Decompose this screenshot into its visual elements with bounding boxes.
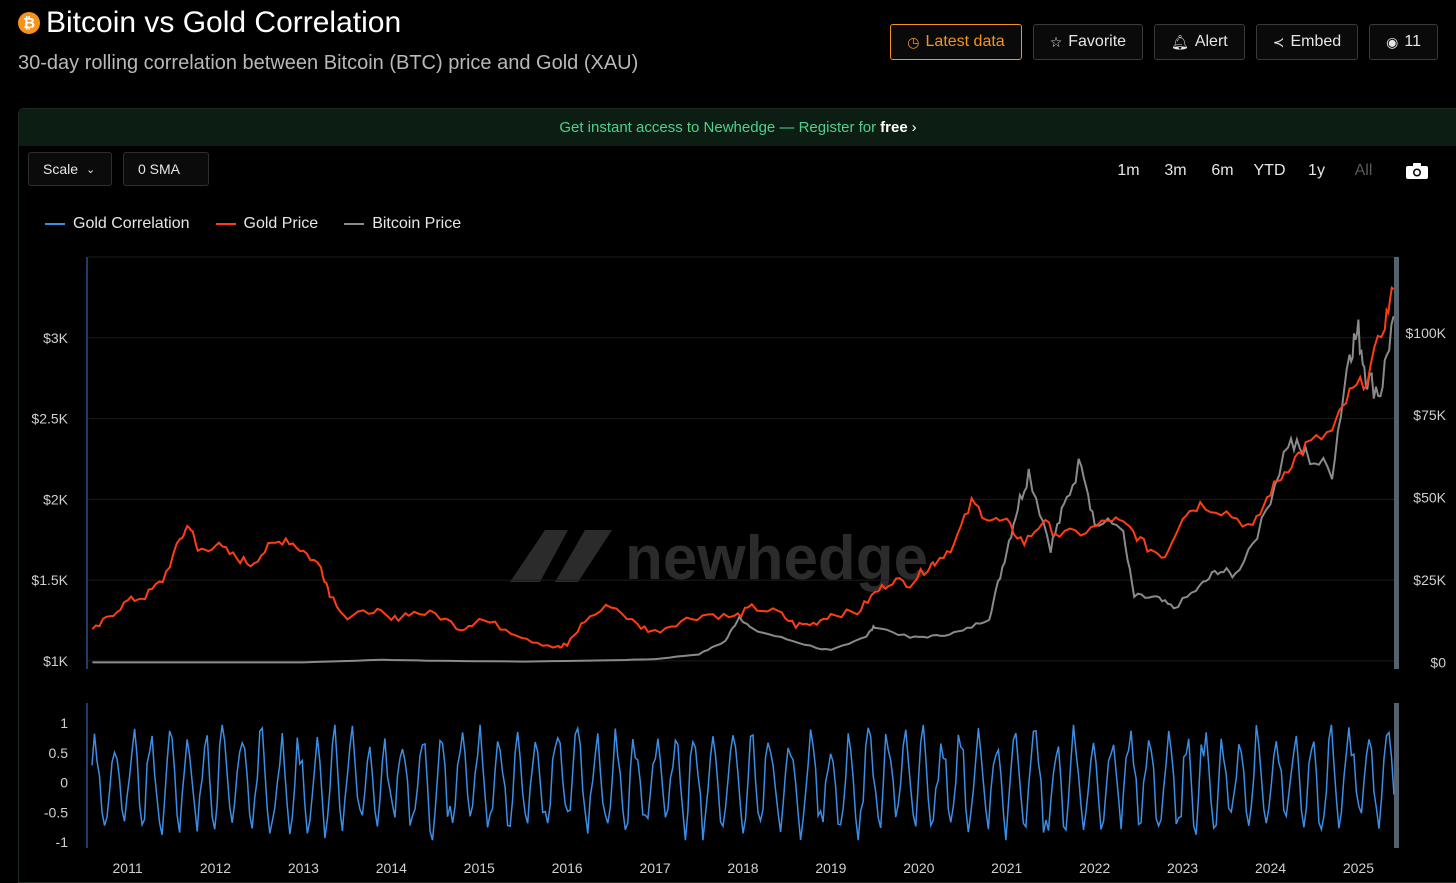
x-tick-label: 2025 [1343,860,1374,876]
x-tick-label: 2019 [815,860,846,876]
y-right-tick-label: $0 [1430,654,1446,670]
x-tick-label: 2013 [288,860,319,876]
y-right-tick-label: $100K [1406,325,1447,341]
y-left-tick-label: $2.5K [31,411,68,427]
range-selector: 1m 3m 6m YTD 1y All [1105,162,1429,180]
x-tick-label: 2023 [1167,860,1198,876]
star-icon: ☆ [1049,33,1063,50]
share-icon: ≺ [1272,33,1285,50]
y-right-tick-label: $50K [1413,490,1446,506]
latest-data-button[interactable]: ◷ Latest data [890,24,1022,60]
x-tick-label: 2021 [991,860,1022,876]
scale-dropdown[interactable]: Scale ⌄ [28,152,112,186]
action-bar: ◷ Latest data ☆ Favorite 🔔︎ Alert ≺ Embe… [890,24,1438,60]
newhedge-logo-icon [510,530,612,582]
legend-item-bitcoin-price[interactable]: Bitcoin Price [344,215,461,233]
x-tick-label: 2011 [113,860,143,876]
range-1y[interactable]: 1y [1308,162,1325,179]
x-tick-label: 2018 [727,860,758,876]
y-right-tick-label: $75K [1413,407,1446,423]
y-left-tick-label: $1K [43,653,69,669]
views-button[interactable]: ◉ 11 [1369,24,1438,60]
y-left-tick-label: $1.5K [31,572,68,588]
x-tick-label: 2015 [464,860,495,876]
corr-y-tick-label: -1 [56,834,69,850]
legend-item-gold-price[interactable]: Gold Price [215,215,318,233]
x-tick-label: 2022 [1079,860,1110,876]
corr-y-tick-label: 0.5 [49,745,69,761]
register-free-link[interactable]: free [880,119,908,136]
chevron-down-icon: ⌄ [86,163,96,176]
page-subtitle: 30-day rolling correlation between Bitco… [18,52,639,74]
series-gold-correlation-line [91,724,1395,841]
alert-button[interactable]: 🔔︎ Alert [1154,24,1245,60]
x-tick-label: 2024 [1255,860,1286,876]
bell-icon: 🔔︎ [1171,33,1189,50]
x-tick-label: 2012 [200,860,231,876]
x-tick-label: 2020 [903,860,934,876]
y-left-tick-label: $2K [43,491,69,507]
favorite-button[interactable]: ☆ Favorite [1032,24,1144,60]
range-6m[interactable]: 6m [1211,162,1234,179]
chevron-right-icon: › [911,119,917,136]
bitcoin-icon: ₿ [18,12,40,34]
legend-item-gold-correlation[interactable]: Gold Correlation [45,215,190,233]
x-tick-label: 2014 [376,860,407,876]
corr-y-tick-label: -0.5 [44,804,68,820]
corr-y-tick-label: 1 [60,715,68,731]
corr-right-bar [1394,703,1399,848]
range-ytd[interactable]: YTD [1253,162,1286,179]
watermark-text: newhedge [625,524,928,593]
range-3m[interactable]: 3m [1164,162,1187,179]
x-tick-label: 2017 [640,860,671,876]
embed-button[interactable]: ≺ Embed [1255,24,1359,60]
corr-left-bar [86,703,88,848]
y-left-tick-label: $3K [43,330,69,346]
header: ₿ Bitcoin vs Gold Correlation 30-day rol… [18,6,1438,96]
corr-y-tick-label: 0 [60,775,68,791]
page-title: Bitcoin vs Gold Correlation [46,6,402,39]
x-tick-label: 2016 [552,860,583,876]
range-1m[interactable]: 1m [1117,162,1140,179]
register-banner[interactable]: Get instant access to Newhedge — Registe… [19,109,1456,146]
watermark: newhedge [510,524,928,593]
right-scroll-bar [1394,257,1399,669]
eye-icon: ◉ [1386,33,1399,50]
chart-panel: Get instant access to Newhedge — Registe… [18,108,1456,883]
sma-dropdown[interactable]: 0 SMA [123,152,209,186]
clock-icon: ◷ [907,33,920,50]
left-scroll-bar [86,257,88,669]
camera-icon[interactable] [1405,162,1429,180]
chart-legend: Gold Correlation Gold Price Bitcoin Pric… [45,215,461,233]
series-bitcoin-price-line [92,316,1395,664]
y-right-tick-label: $25K [1413,572,1446,588]
range-all[interactable]: All [1354,162,1373,179]
series-gold-price-line [91,285,1395,649]
